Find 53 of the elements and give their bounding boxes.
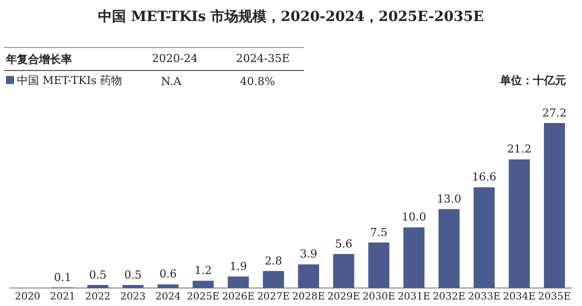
bar: [122, 284, 144, 288]
bar: [368, 242, 390, 288]
data-label: 0.5: [124, 268, 142, 282]
x-tick-label: 2024: [155, 292, 181, 303]
text: 2020-24: [152, 52, 198, 65]
data-label: 1.9: [230, 260, 248, 273]
bar: [403, 227, 424, 288]
x-tick-label: 2022: [85, 292, 111, 303]
x-tick-label: 2021: [50, 292, 76, 303]
bar: [87, 284, 108, 288]
text: N.A: [161, 75, 182, 88]
bar: [438, 209, 460, 288]
x-tick-label: 2020: [14, 292, 40, 303]
text: 单位：十亿元: [500, 73, 566, 88]
data-label: 3.9: [300, 248, 318, 261]
x-tick-label: 2027E: [257, 292, 290, 303]
data-label: 0.1: [54, 270, 72, 284]
text: 2024-35E: [236, 52, 290, 65]
chart-title: 中国 MET-TKIs 市场规模，2020-2024，2025E-2035E: [97, 8, 485, 26]
data-label: 10.0: [402, 210, 426, 224]
data-label: 21.2: [507, 142, 532, 156]
x-tick-label: 2029E: [327, 292, 360, 303]
bar: [508, 159, 530, 288]
x-tick-label: 2033E: [468, 292, 501, 303]
bar: [262, 271, 284, 288]
bar: [158, 284, 179, 288]
data-label: 0.6: [159, 268, 177, 281]
x-tick-label: 2031E: [398, 292, 430, 303]
data-label: 5.6: [334, 237, 352, 250]
text: 年复合增长率: [6, 52, 72, 67]
x-tick-label: 2025E: [186, 292, 220, 303]
bar: [474, 187, 495, 288]
bar: [298, 264, 320, 288]
bar: [228, 276, 249, 288]
data-label: 7.5: [370, 226, 388, 239]
x-tick-label: 2023: [120, 292, 146, 303]
x-tick-label: 2032E: [432, 292, 466, 303]
x-tick-label: 2034E: [502, 292, 536, 303]
text: 40.8%: [240, 75, 275, 88]
data-label: 13.0: [436, 192, 462, 206]
bar: [333, 254, 354, 288]
data-label: 27.2: [542, 106, 567, 120]
x-tick-label: 2035E: [538, 292, 571, 303]
data-label: 1.2: [194, 264, 212, 278]
x-tick-label: 2026E: [222, 292, 255, 303]
data-label: 0.5: [89, 268, 107, 282]
legend-label: 中国 MET-TKIs 药物: [17, 73, 122, 88]
data-label: 16.6: [472, 170, 496, 184]
bar: [544, 122, 565, 288]
bar: [192, 280, 214, 288]
data-label: 2.8: [264, 254, 282, 268]
x-tick-label: 2028E: [292, 292, 325, 303]
x-tick-label: 2030E: [362, 292, 396, 303]
